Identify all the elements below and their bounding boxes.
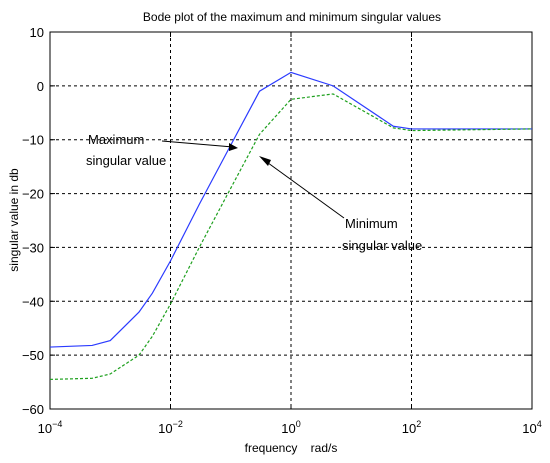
annotation-minimum-arrow — [263, 159, 345, 219]
annotation-minimum-line1: Minimum — [345, 216, 398, 231]
annotation-maximum-arrowhead — [229, 143, 238, 151]
series-line-maximum — [49, 71, 532, 348]
y-tick-label: −40 — [22, 294, 44, 309]
x-tick-label-exponent: 0 — [296, 419, 301, 429]
annotation-maximum-line2: singular value — [86, 153, 166, 168]
series-line-minimum — [49, 93, 533, 380]
x-tick-labels: 10−4 10−2 100 102 104 — [38, 419, 542, 436]
y-tick-label: 10 — [30, 25, 44, 40]
annotation-minimum-line2: singular value — [342, 238, 422, 253]
x-tick-label-exponent: 2 — [416, 419, 421, 429]
x-tick-label-exponent: −4 — [52, 419, 62, 429]
y-tick-label: 0 — [37, 79, 44, 94]
y-tick-labels: 10 0 −10 −20 −30 −40 −50 −60 — [22, 25, 44, 417]
axis-ticks — [49, 31, 533, 410]
x-tick-label: 10−4 — [38, 419, 63, 436]
annotation-minimum-arrowhead — [259, 156, 271, 166]
x-axis-label: frequency rad/s — [245, 441, 338, 455]
x-tick-label-base: 10 — [38, 421, 52, 436]
annotation-maximum-line1: Maximum — [88, 132, 144, 147]
grid-lines — [50, 32, 532, 409]
x-tick-label-exponent: −2 — [173, 419, 183, 429]
y-tick-label: −50 — [22, 348, 44, 363]
y-tick-label: −10 — [22, 133, 44, 148]
y-tick-label: −20 — [22, 187, 44, 202]
x-tick-label-base: 10 — [522, 421, 536, 436]
y-tick-label: −30 — [22, 240, 44, 255]
x-tick-label: 102 — [402, 419, 421, 436]
annotation-minimum: Minimum singular value — [259, 156, 422, 253]
y-tick-label: −60 — [22, 402, 44, 417]
annotation-maximum-arrow — [161, 140, 234, 148]
x-tick-label: 104 — [522, 419, 541, 436]
x-tick-label: 100 — [281, 419, 300, 436]
x-tick-label-exponent: 4 — [537, 419, 542, 429]
y-axis-label: singular value in db — [7, 168, 21, 272]
annotation-maximum: Maximum singular value — [86, 132, 238, 168]
chart-title: Bode plot of the maximum and minimum sin… — [143, 10, 441, 24]
x-tick-label: 10−2 — [158, 419, 183, 436]
series-layer — [49, 71, 533, 380]
x-tick-label-base: 10 — [158, 421, 172, 436]
x-tick-label-base: 10 — [281, 421, 295, 436]
x-tick-label-base: 10 — [402, 421, 416, 436]
